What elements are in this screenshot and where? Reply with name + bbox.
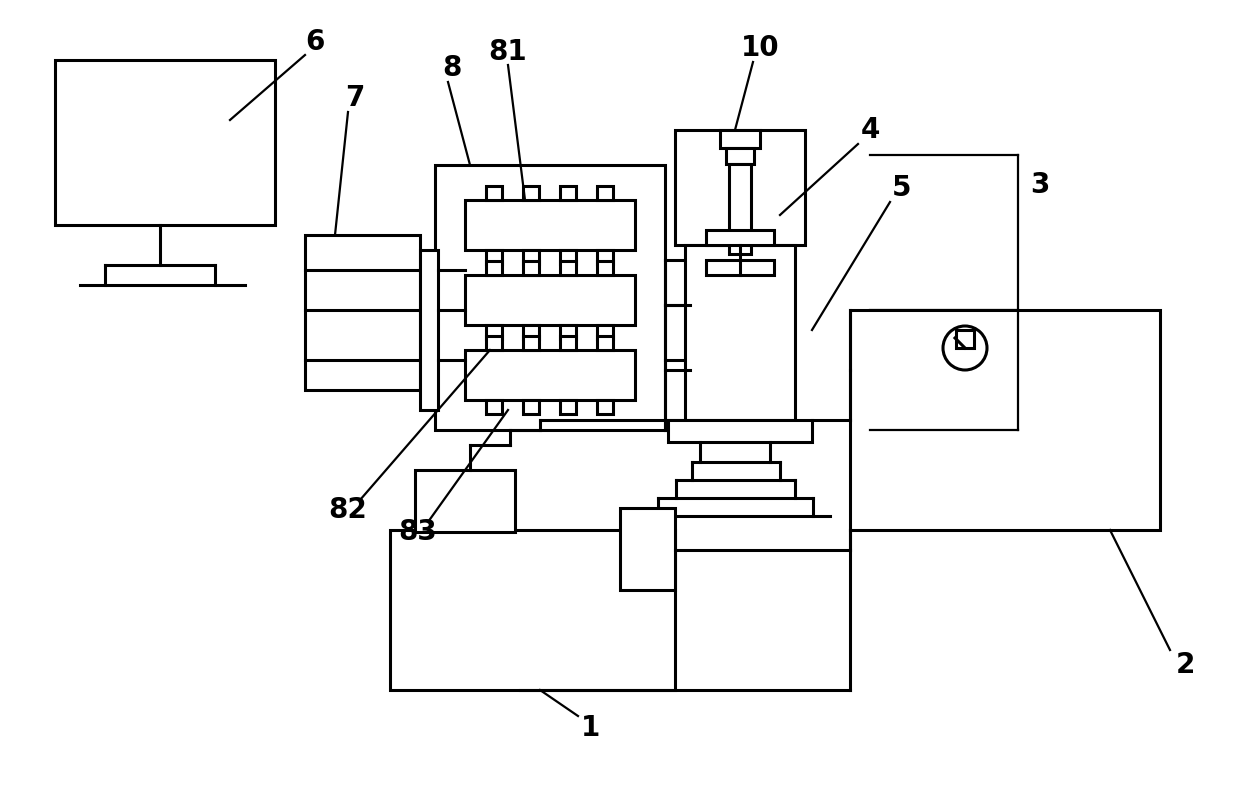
Bar bbox=[420, 250, 438, 410]
Bar bbox=[596, 336, 613, 350]
Bar bbox=[620, 508, 675, 590]
Bar bbox=[596, 186, 613, 200]
Bar bbox=[849, 310, 1159, 530]
Bar bbox=[523, 325, 539, 339]
Bar bbox=[523, 250, 539, 264]
Bar bbox=[560, 325, 577, 339]
Bar bbox=[391, 530, 675, 690]
Bar bbox=[720, 130, 760, 148]
Text: 8: 8 bbox=[443, 54, 461, 82]
Bar bbox=[435, 165, 665, 430]
Bar bbox=[415, 470, 515, 532]
Text: 2: 2 bbox=[1176, 651, 1194, 679]
Bar bbox=[486, 250, 502, 264]
Text: 7: 7 bbox=[345, 84, 365, 112]
Bar bbox=[465, 350, 635, 400]
Bar bbox=[706, 260, 774, 275]
Bar bbox=[523, 336, 539, 350]
Bar bbox=[305, 235, 420, 390]
Bar bbox=[956, 330, 973, 348]
Bar bbox=[560, 186, 577, 200]
Bar bbox=[706, 230, 774, 245]
Text: 82: 82 bbox=[329, 496, 367, 524]
Bar bbox=[596, 261, 613, 275]
Bar bbox=[668, 420, 812, 442]
Text: 4: 4 bbox=[861, 116, 879, 144]
Bar bbox=[465, 200, 635, 250]
Bar bbox=[684, 245, 795, 420]
Text: 81: 81 bbox=[489, 38, 527, 66]
Bar bbox=[523, 261, 539, 275]
Bar bbox=[596, 325, 613, 339]
Bar bbox=[486, 261, 502, 275]
Text: 3: 3 bbox=[1030, 171, 1050, 199]
Bar bbox=[523, 186, 539, 200]
Bar bbox=[560, 400, 577, 414]
Bar bbox=[523, 400, 539, 414]
Bar bbox=[55, 60, 275, 225]
Bar bbox=[560, 336, 577, 350]
Bar bbox=[560, 261, 577, 275]
Bar bbox=[486, 186, 502, 200]
Bar bbox=[465, 275, 635, 325]
Text: 1: 1 bbox=[580, 714, 600, 742]
Bar bbox=[486, 400, 502, 414]
Bar bbox=[486, 336, 502, 350]
Text: 83: 83 bbox=[398, 518, 438, 546]
Bar bbox=[675, 130, 805, 245]
Bar bbox=[729, 164, 751, 254]
Bar bbox=[486, 325, 502, 339]
Bar bbox=[560, 250, 577, 264]
Bar bbox=[596, 250, 613, 264]
Text: 6: 6 bbox=[305, 28, 325, 56]
Text: 5: 5 bbox=[893, 174, 911, 202]
Bar bbox=[725, 148, 754, 164]
Bar bbox=[596, 400, 613, 414]
Text: 10: 10 bbox=[740, 34, 779, 62]
